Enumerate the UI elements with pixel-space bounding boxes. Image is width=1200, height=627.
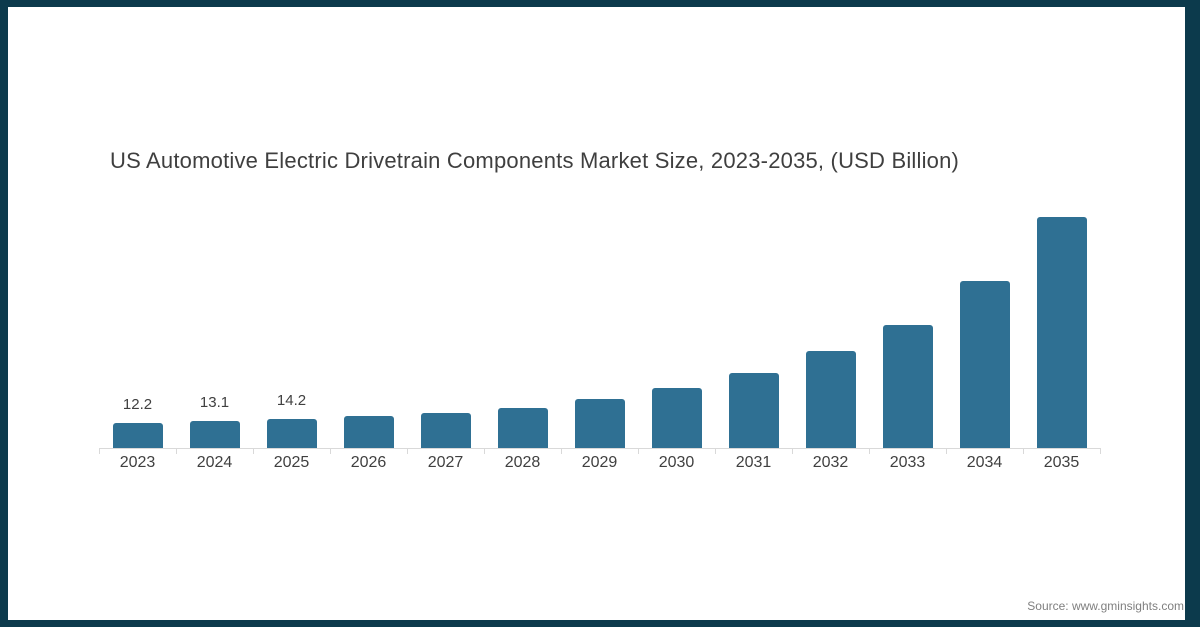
x-axis-label-2035: 2035 xyxy=(1043,454,1080,471)
x-axis-label-2034: 2034 xyxy=(966,454,1003,471)
x-axis-label-2024: 2024 xyxy=(196,454,233,471)
chart-title: US Automotive Electric Drivetrain Compon… xyxy=(110,148,960,173)
bar-2033 xyxy=(882,325,933,448)
bar-2035 xyxy=(1036,217,1087,448)
bar-2030 xyxy=(651,388,702,448)
x-axis-tick xyxy=(330,448,331,454)
bar-2029 xyxy=(574,399,625,448)
x-axis-tick xyxy=(176,448,177,454)
x-axis-label-2029: 2029 xyxy=(581,454,618,471)
x-axis-label-2025: 2025 xyxy=(273,454,310,471)
frame-border-top xyxy=(0,0,1200,7)
bar-2024 xyxy=(189,421,240,448)
x-axis-label-2031: 2031 xyxy=(735,454,772,471)
bar-2026 xyxy=(343,416,394,448)
x-axis-tick xyxy=(484,448,485,454)
x-axis-tick xyxy=(407,448,408,454)
value-label-2024: 13.1 xyxy=(199,394,230,411)
x-axis-label-2027: 2027 xyxy=(427,454,464,471)
x-axis-tick xyxy=(1100,448,1101,454)
x-axis-label-2030: 2030 xyxy=(658,454,695,471)
bar-2028 xyxy=(497,408,548,448)
x-axis-label-2028: 2028 xyxy=(504,454,541,471)
bar-2025 xyxy=(266,419,317,448)
x-axis-tick xyxy=(561,448,562,454)
frame-border-right xyxy=(1185,0,1200,627)
x-axis-line xyxy=(99,448,1101,449)
bar-2031 xyxy=(728,373,779,448)
bar-2023 xyxy=(112,423,163,448)
x-axis-label-2026: 2026 xyxy=(350,454,387,471)
x-axis-tick xyxy=(638,448,639,454)
x-axis-label-2023: 2023 xyxy=(119,454,156,471)
x-axis-tick xyxy=(1023,448,1024,454)
frame-border-bottom xyxy=(0,620,1200,627)
x-axis-label-2032: 2032 xyxy=(812,454,849,471)
x-axis-tick xyxy=(946,448,947,454)
x-axis-tick xyxy=(792,448,793,454)
x-axis-tick xyxy=(99,448,100,454)
frame-border-left xyxy=(0,0,8,627)
x-axis-label-2033: 2033 xyxy=(889,454,926,471)
x-axis-tick xyxy=(253,448,254,454)
x-axis-tick xyxy=(869,448,870,454)
source-note: Source: www.gminsights.com xyxy=(1027,599,1184,613)
bar-2027 xyxy=(420,413,471,448)
x-axis-tick xyxy=(715,448,716,454)
bar-2032 xyxy=(805,351,856,448)
value-label-2025: 14.2 xyxy=(276,392,307,409)
value-label-2023: 12.2 xyxy=(122,396,153,413)
bar-2034 xyxy=(959,281,1010,448)
